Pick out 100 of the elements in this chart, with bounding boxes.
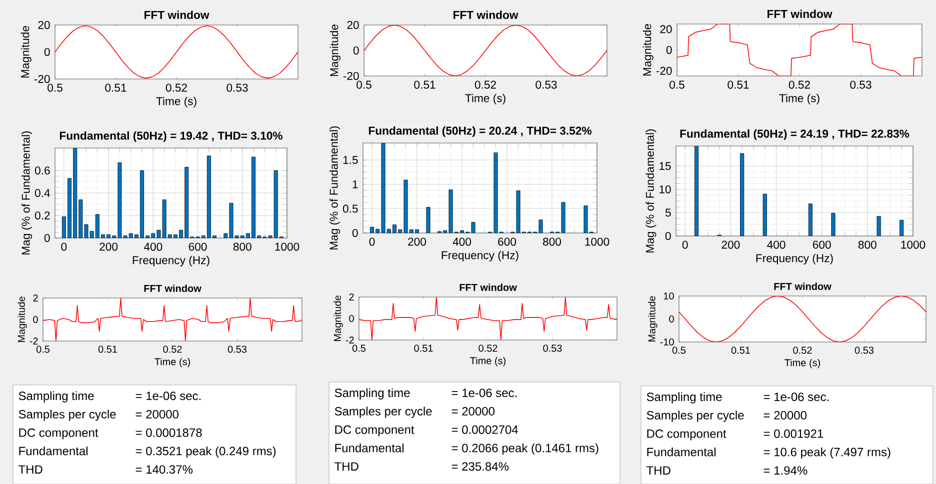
text: = 20000 <box>136 410 179 419</box>
chart-title: FFT window <box>144 10 210 19</box>
y-axis-title: Magnitude <box>330 24 340 76</box>
y-tick-label: 0 <box>666 46 672 54</box>
x-tick-label: 200 <box>100 242 118 251</box>
x-tick-label: 0 <box>369 238 375 246</box>
chart-title: FFT window <box>454 10 518 19</box>
chart-title: FFT window <box>774 282 832 290</box>
text: = 0.2066 peak (0.1461 rms) <box>452 443 598 455</box>
y-axis-title: Magnitude <box>642 24 654 76</box>
x-axis-title: Time (s) <box>156 96 196 108</box>
y-tick-label: 1 <box>352 180 358 188</box>
y-tick-label: 10 <box>660 185 671 194</box>
y-axis-title: Mag (% of Fundamental) <box>21 131 32 254</box>
text: DC component <box>647 429 726 440</box>
y-tick-label: 0 <box>353 46 359 54</box>
chart-title: Fundamental (50Hz) = 20.24 , THD= 3.52% <box>368 126 592 137</box>
chart-title: FFT window <box>144 284 202 292</box>
y-tick-label: -10 <box>660 338 674 346</box>
y-tick-label: -2 <box>346 336 354 344</box>
y-tick-label: 0 <box>352 228 358 237</box>
text: = 1e-06 sec. <box>452 388 517 398</box>
text: DC component <box>335 425 414 436</box>
x-axis-title: Frequency (Hz) <box>756 254 833 264</box>
y-tick-label: 0.5 <box>342 204 358 213</box>
y-tick-label: 5 <box>665 208 671 217</box>
x-tick-label: 800 <box>858 240 876 249</box>
x-tick-label: 800 <box>543 238 562 246</box>
y-tick-label: -20 <box>656 66 672 75</box>
x-tick-label: 0.53 <box>228 346 247 353</box>
x-axis-title: Time (s) <box>154 358 190 368</box>
y-axis-title: Mag (% of Fundamental) <box>646 129 656 252</box>
x-tick-label: 0.52 <box>793 346 812 354</box>
x-tick-label: 1000 <box>275 242 300 251</box>
text: = 1e-06 sec. <box>764 392 829 402</box>
x-tick-label: 0.52 <box>474 80 496 89</box>
y-tick-label: 15 <box>660 162 671 170</box>
y-tick-label: 20 <box>38 20 50 29</box>
y-axis-title: Mag (% of Fundamental) <box>329 126 340 250</box>
x-tick-label: 0.51 <box>105 84 126 92</box>
x-tick-label: 0.51 <box>414 344 433 352</box>
text: Sampling time <box>646 392 722 404</box>
x-tick-label: 800 <box>233 242 252 251</box>
x-axis-title: Frequency (Hz) <box>442 250 518 262</box>
y-tick-label: 0.4 <box>34 188 50 197</box>
x-axis-title: Frequency (Hz) <box>132 256 210 266</box>
x-tick-label: 0.52 <box>478 344 498 352</box>
x-axis-title: Time (s) <box>465 94 506 104</box>
x-tick-label: 1000 <box>585 238 610 246</box>
y-tick-label: 0 <box>665 232 671 240</box>
x-tick-label: 600 <box>188 242 207 251</box>
y-tick-label: 20 <box>347 20 359 29</box>
text: = 1e-06 sec. <box>136 392 201 400</box>
x-tick-label: 0 <box>682 240 688 249</box>
x-tick-label: 0.51 <box>414 80 436 89</box>
x-axis-title: Time (s) <box>784 358 820 368</box>
chart-title: Fundamental (50Hz) = 24.19 , THD= 22.83% <box>680 129 910 140</box>
text: DC component <box>19 428 98 440</box>
y-tick-label: 0 <box>669 315 674 323</box>
x-tick-label: 0.52 <box>788 80 810 89</box>
x-tick-label: 1000 <box>901 240 926 249</box>
text: THD <box>334 462 358 471</box>
x-tick-label: 0.52 <box>166 84 187 92</box>
y-tick-label: -20 <box>34 74 50 83</box>
y-axis-title: Magnitude <box>20 26 32 78</box>
x-tick-label: 400 <box>452 238 472 246</box>
x-axis-title: Time (s) <box>470 356 506 366</box>
text: = 235.84% <box>452 462 509 471</box>
text: Samples per cycle <box>646 410 744 422</box>
y-axis-title: Magnitude <box>648 296 658 342</box>
y-tick-label: 0.6 <box>34 166 50 174</box>
y-tick-label: 2 <box>33 294 38 302</box>
chart-title: FFT window <box>768 10 832 18</box>
x-tick-label: 0.52 <box>163 346 182 353</box>
text: = 0.0001878 <box>136 428 202 437</box>
chart-title: FFT window <box>460 284 517 291</box>
x-tick-label: 0.5 <box>672 346 686 354</box>
y-tick-label: 0 <box>349 314 354 322</box>
x-tick-label: 400 <box>144 242 162 251</box>
text: = 10.6 peak (7.497 rms) <box>764 447 890 459</box>
y-tick-label: 0 <box>33 316 38 324</box>
text: Fundamental <box>335 443 404 452</box>
text: THD <box>646 466 670 475</box>
x-tick-label: 0.51 <box>728 80 749 89</box>
x-tick-label: 600 <box>812 240 831 249</box>
y-tick-label: -20 <box>343 72 359 80</box>
chart-title: Fundamental (50Hz) = 19.42 , THD= 3.10% <box>60 131 282 142</box>
x-tick-label: 0.53 <box>854 346 874 354</box>
y-tick-label: 2 <box>349 293 354 300</box>
x-tick-label: 0.51 <box>731 346 750 354</box>
x-tick-label: 200 <box>722 240 740 249</box>
text: = 0.3521 peak (0.249 rms) <box>136 446 276 458</box>
x-tick-label: 0.51 <box>98 346 118 353</box>
x-tick-label: 0.53 <box>543 344 562 352</box>
x-tick-label: 0.53 <box>850 80 872 89</box>
text: Samples per cycle <box>334 406 432 418</box>
x-tick-label: 0.53 <box>226 84 248 92</box>
text: Samples per cycle <box>18 410 116 421</box>
x-tick-label: 400 <box>767 240 786 249</box>
x-tick-label: 600 <box>498 238 516 246</box>
